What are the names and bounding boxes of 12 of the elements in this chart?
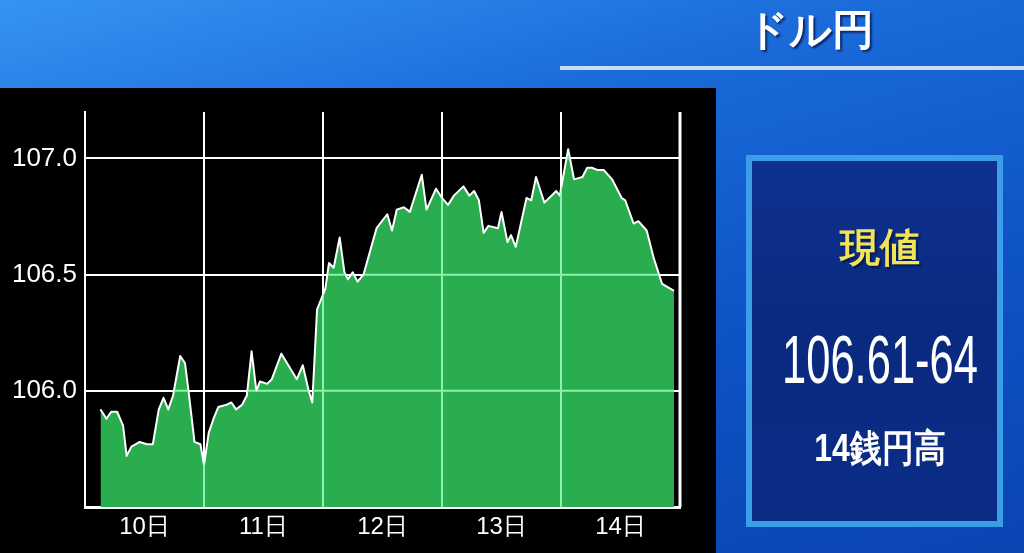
y-tick-label: 106.5 xyxy=(11,257,77,288)
text: ドル円 xyxy=(746,6,874,54)
x-tick-label: 10日 xyxy=(119,512,170,540)
text: 現値 xyxy=(840,224,920,271)
x-tick-label: 12日 xyxy=(357,512,408,540)
y-tick-label: 107.0 xyxy=(11,141,77,172)
x-tick-label: 13日 xyxy=(476,512,527,540)
text: 106.61-64 xyxy=(781,321,979,397)
x-tick-label: 14日 xyxy=(595,512,646,540)
text: 14銭円高 xyxy=(814,426,946,470)
x-tick-label: 11日 xyxy=(239,512,288,540)
y-tick-label: 106.0 xyxy=(11,374,77,404)
